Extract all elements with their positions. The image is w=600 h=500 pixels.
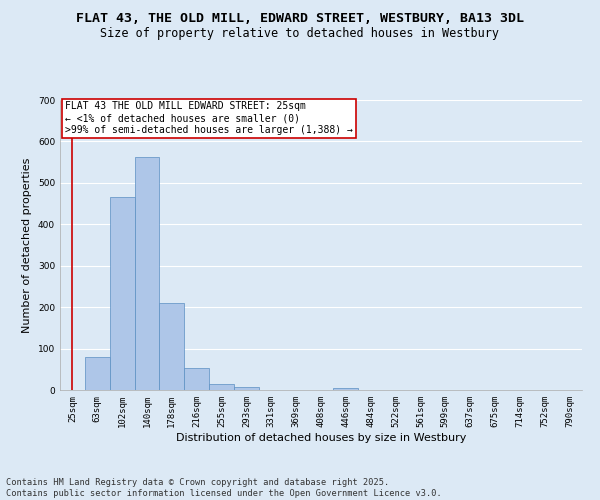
Text: Size of property relative to detached houses in Westbury: Size of property relative to detached ho… — [101, 28, 499, 40]
Bar — [334, 388, 358, 390]
Text: Contains HM Land Registry data © Crown copyright and database right 2025.
Contai: Contains HM Land Registry data © Crown c… — [6, 478, 442, 498]
Bar — [209, 384, 234, 390]
Y-axis label: Number of detached properties: Number of detached properties — [22, 158, 32, 332]
X-axis label: Distribution of detached houses by size in Westbury: Distribution of detached houses by size … — [176, 432, 466, 442]
Bar — [184, 368, 209, 390]
Bar — [110, 196, 134, 390]
Text: FLAT 43, THE OLD MILL, EDWARD STREET, WESTBURY, BA13 3DL: FLAT 43, THE OLD MILL, EDWARD STREET, WE… — [76, 12, 524, 26]
Bar — [85, 357, 110, 390]
Bar — [134, 157, 160, 390]
Bar — [160, 303, 184, 390]
Bar — [234, 386, 259, 390]
Text: FLAT 43 THE OLD MILL EDWARD STREET: 25sqm
← <1% of detached houses are smaller (: FLAT 43 THE OLD MILL EDWARD STREET: 25sq… — [65, 102, 353, 134]
